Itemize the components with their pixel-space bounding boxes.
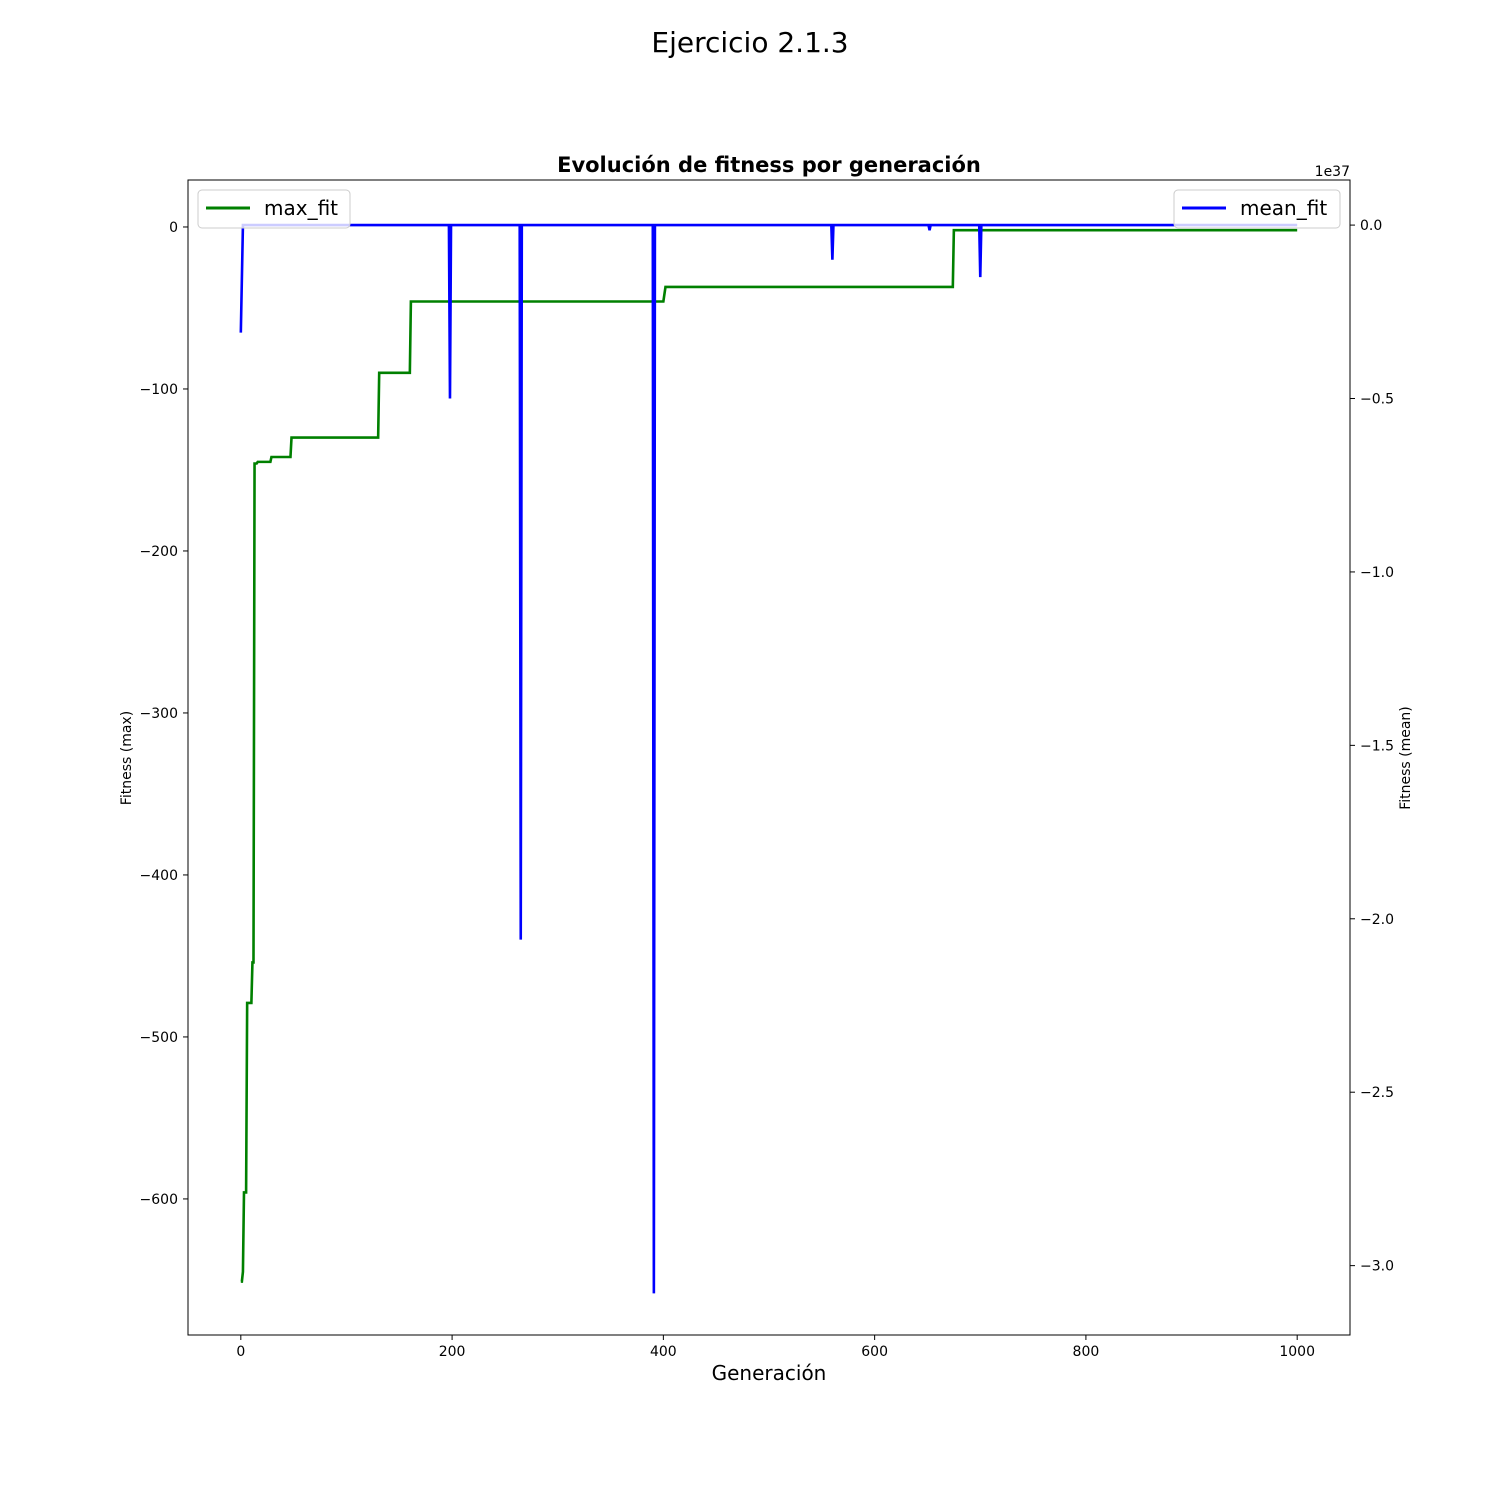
x-tick-label: 600 [861,1344,888,1360]
legend-max-fit: max_fit [197,189,351,229]
right-axis-offset-label: 1e37 [1315,164,1350,180]
y-axis-left-label: Fitness (max) [119,711,135,805]
y-left-tick-label: −400 [140,868,178,884]
figure-suptitle: Ejercicio 2.1.3 [651,26,848,59]
x-tick-label: 400 [650,1344,677,1360]
y-left-tick-label: −200 [140,544,178,560]
series-line-mean-fit [239,223,1298,1294]
y-right-tick-label: −3.0 [1360,1259,1394,1275]
x-axis-label: Generación [712,1361,827,1385]
y-axis-right-label: Fitness (mean) [1398,706,1414,810]
y-right-tick-label: −1.5 [1360,738,1394,754]
legend-max-fit-label: max_fit [264,196,338,220]
y-right-tick-label: −0.5 [1360,392,1394,408]
legend-max-fit-box [197,189,351,229]
plot-lines [239,223,1298,1294]
y-left-tick-label: −300 [140,706,178,722]
y-axis-left: 0 −100 −200 −300 −400 −500 −600 [140,220,188,1208]
x-tick-label: 0 [236,1344,245,1360]
y-left-tick-label: −600 [140,1192,178,1208]
y-right-tick-label: −1.0 [1360,565,1394,581]
series-line-max-fit [240,228,1298,1283]
legend-mean-fit: mean_fit [1173,189,1341,229]
x-tick-label: 800 [1073,1344,1100,1360]
y-right-tick-label: 0.0 [1360,218,1382,234]
legend-mean-fit-box [1173,189,1341,229]
legend-mean-fit-label: mean_fit [1240,196,1327,220]
y-left-tick-label: 0 [169,220,178,236]
x-tick-label: 200 [439,1344,466,1360]
y-axis-right: 0.0 −0.5 −1.0 −1.5 −2.0 −2.5 −3.0 [1350,218,1394,1275]
y-right-tick-label: −2.0 [1360,912,1394,928]
x-axis: 0 200 400 600 800 1000 [236,1335,1315,1360]
chart-title: Evolución de fitness por generación [557,153,981,177]
axes-frame [187,179,1351,1336]
y-left-tick-label: −100 [140,382,178,398]
x-tick-label: 1000 [1279,1344,1315,1360]
y-left-tick-label: −500 [140,1030,178,1046]
y-right-tick-label: −2.5 [1360,1085,1394,1101]
